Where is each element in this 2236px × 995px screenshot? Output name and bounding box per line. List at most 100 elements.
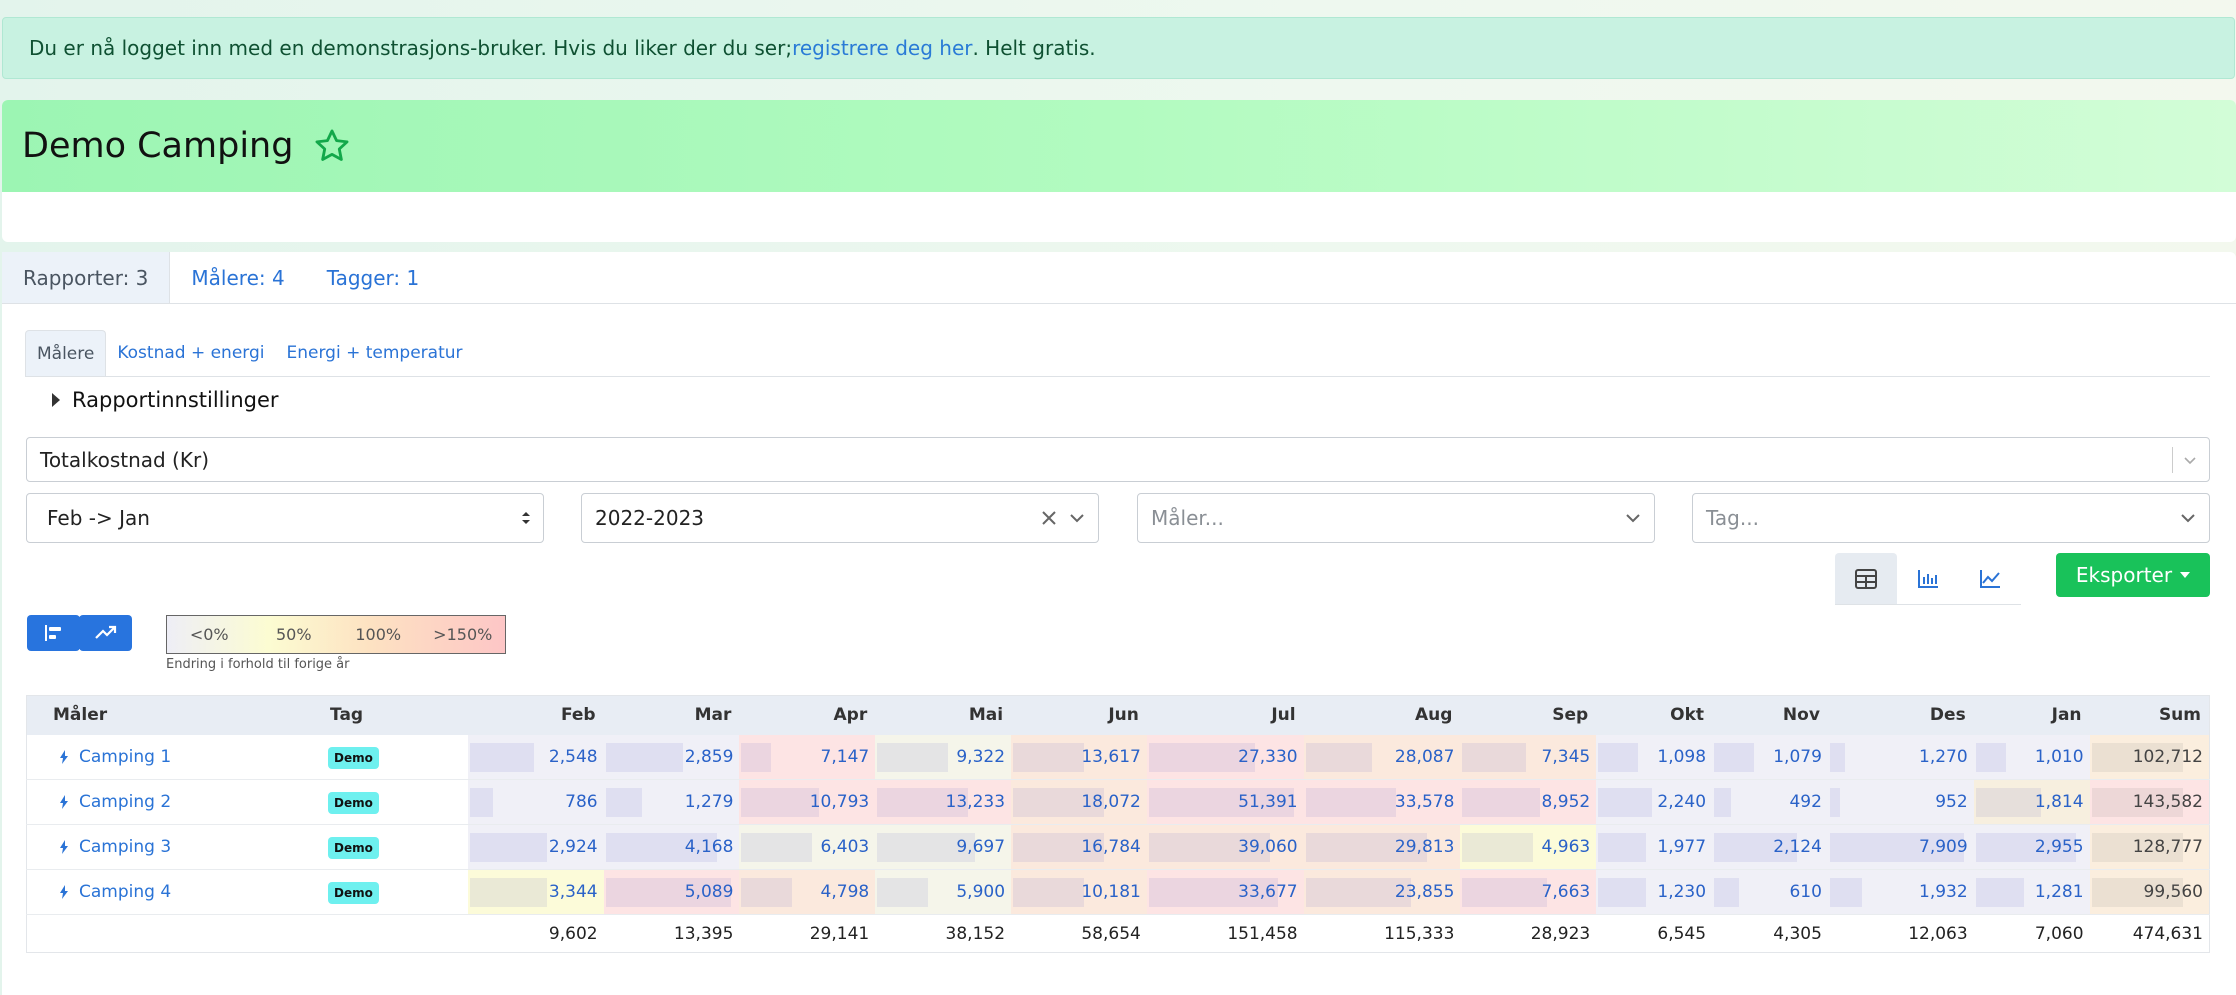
sort-bars-button[interactable] xyxy=(27,615,80,651)
month-value-cell[interactable]: 10,793 xyxy=(739,779,876,825)
month-value-cell[interactable]: 2,924 xyxy=(467,824,604,870)
month-value-cell[interactable]: 4,963 xyxy=(1460,824,1597,870)
month-value-cell[interactable]: 5,089 xyxy=(603,869,740,915)
month-value-cell[interactable]: 13,617 xyxy=(1011,734,1147,780)
metric-select[interactable]: Totalkostnad (Kr) xyxy=(26,437,2210,482)
star-icon[interactable] xyxy=(313,127,351,165)
tab-report-cost-energy[interactable]: Kostnad + energi xyxy=(117,343,265,363)
column-header[interactable]: Sep xyxy=(1460,695,1597,735)
tag-badge[interactable]: Demo xyxy=(328,882,379,904)
month-value-cell[interactable]: 7,909 xyxy=(1827,824,1974,870)
month-value-cell[interactable]: 4,798 xyxy=(739,869,876,915)
column-header[interactable]: Nov xyxy=(1712,695,1828,735)
meter-link[interactable]: Camping 1 xyxy=(59,747,316,767)
column-header[interactable]: Feb xyxy=(467,695,604,735)
month-value-cell[interactable]: 1,279 xyxy=(603,779,740,825)
meter-link[interactable]: Camping 4 xyxy=(59,882,316,902)
month-value-cell[interactable]: 9,697 xyxy=(875,824,1012,870)
month-value-cell[interactable]: 8,952 xyxy=(1460,779,1597,825)
month-value-cell[interactable]: 13,233 xyxy=(875,779,1012,825)
column-header[interactable]: Måler xyxy=(26,695,323,735)
tab-report-meters[interactable]: Målere xyxy=(25,330,107,376)
month-value-cell[interactable]: 3,344 xyxy=(467,869,604,915)
month-value-cell[interactable]: 9,322 xyxy=(875,734,1012,780)
month-value-cell[interactable]: 7,147 xyxy=(739,734,876,780)
column-header[interactable]: Aug xyxy=(1303,695,1461,735)
register-link[interactable]: registrere deg her xyxy=(792,36,973,60)
month-value-cell[interactable]: 1,079 xyxy=(1712,734,1828,780)
period-select[interactable]: Feb -> Jan xyxy=(26,493,544,543)
month-value-cell[interactable]: 1,814 xyxy=(1973,779,2090,825)
month-value-cell[interactable]: 2,955 xyxy=(1973,824,2090,870)
month-value-cell[interactable]: 6,403 xyxy=(739,824,876,870)
chevron-down-icon[interactable] xyxy=(1624,509,1642,527)
month-value-cell[interactable]: 2,124 xyxy=(1712,824,1828,870)
bar-chart-view-button[interactable] xyxy=(1897,553,1959,604)
value-bar xyxy=(1013,788,1105,817)
month-value-cell[interactable]: 10,181 xyxy=(1011,869,1147,915)
month-value-cell[interactable]: 7,345 xyxy=(1460,734,1597,780)
line-chart-view-button[interactable] xyxy=(1959,553,2021,604)
month-value-cell[interactable]: 952 xyxy=(1827,779,1974,825)
month-value-cell[interactable]: 33,578 xyxy=(1303,779,1461,825)
tab-meters[interactable]: Målere: 4 xyxy=(191,265,285,290)
table-view-button[interactable] xyxy=(1835,553,1897,604)
tab-tags[interactable]: Tagger: 1 xyxy=(326,265,420,290)
month-value-cell[interactable]: 29,813 xyxy=(1303,824,1461,870)
month-value-cell[interactable]: 1,932 xyxy=(1827,869,1974,915)
chevron-down-icon[interactable] xyxy=(1068,509,1086,527)
month-value-cell[interactable]: 5,900 xyxy=(875,869,1012,915)
column-header[interactable]: Mar xyxy=(603,695,740,735)
month-value-cell[interactable]: 1,230 xyxy=(1596,869,1713,915)
column-header[interactable]: Sum xyxy=(2089,695,2210,735)
column-header[interactable]: Apr xyxy=(739,695,876,735)
month-value-cell[interactable]: 2,240 xyxy=(1596,779,1713,825)
month-value-cell[interactable]: 27,330 xyxy=(1146,734,1304,780)
years-select[interactable]: 2022-2023 xyxy=(581,493,1099,543)
meter-link[interactable]: Camping 2 xyxy=(59,792,316,812)
tag-cell: Demo xyxy=(322,734,468,780)
month-value-cell[interactable]: 4,168 xyxy=(603,824,740,870)
meter-select[interactable]: Måler... xyxy=(1137,493,1655,543)
value-bar xyxy=(877,878,928,907)
month-value-cell[interactable]: 51,391 xyxy=(1146,779,1304,825)
tag-badge[interactable]: Demo xyxy=(328,746,379,769)
column-header[interactable]: Jul xyxy=(1146,695,1304,735)
tab-report-energy-temperature[interactable]: Energi + temperatur xyxy=(286,343,463,363)
trend-button[interactable] xyxy=(79,615,132,651)
chevron-down-icon[interactable] xyxy=(2179,509,2197,527)
column-header[interactable]: Des xyxy=(1827,695,1974,735)
column-header[interactable]: Jun xyxy=(1011,695,1147,735)
column-header[interactable]: Jan xyxy=(1973,695,2090,735)
month-value-cell[interactable]: 1,977 xyxy=(1596,824,1713,870)
column-header[interactable]: Okt xyxy=(1596,695,1713,735)
sum-bar xyxy=(2091,878,2184,907)
month-value-cell[interactable]: 1,010 xyxy=(1973,734,2090,780)
month-value-cell[interactable]: 7,663 xyxy=(1460,869,1597,915)
tag-badge[interactable]: Demo xyxy=(328,792,379,814)
tag-badge[interactable]: Demo xyxy=(328,837,379,859)
month-value-cell[interactable]: 16,784 xyxy=(1011,824,1147,870)
export-button[interactable]: Eksporter xyxy=(2056,553,2210,597)
month-value-cell[interactable]: 18,072 xyxy=(1011,779,1147,825)
tag-select[interactable]: Tag... xyxy=(1692,493,2210,543)
month-value-cell[interactable]: 2,859 xyxy=(603,734,740,780)
month-value-cell[interactable]: 1,281 xyxy=(1973,869,2090,915)
month-value-cell[interactable]: 610 xyxy=(1712,869,1828,915)
column-header[interactable]: Tag xyxy=(322,695,468,735)
bolt-icon xyxy=(60,749,68,764)
report-settings-toggle[interactable]: Rapportinnstillinger xyxy=(52,388,279,412)
month-value-cell[interactable]: 1,270 xyxy=(1827,734,1974,780)
month-value-cell[interactable]: 23,855 xyxy=(1303,869,1461,915)
month-value-cell[interactable]: 1,098 xyxy=(1596,734,1713,780)
month-value-cell[interactable]: 2,548 xyxy=(467,734,604,780)
meter-link[interactable]: Camping 3 xyxy=(59,837,316,857)
month-value-cell[interactable]: 492 xyxy=(1712,779,1828,825)
month-value-cell[interactable]: 786 xyxy=(467,779,604,825)
month-value-cell[interactable]: 33,677 xyxy=(1146,869,1304,915)
month-value-cell[interactable]: 39,060 xyxy=(1146,824,1304,870)
column-header[interactable]: Mai xyxy=(875,695,1012,735)
clear-icon[interactable] xyxy=(1040,509,1058,527)
tab-reports[interactable]: Rapporter: 3 xyxy=(2,252,171,303)
month-value-cell[interactable]: 28,087 xyxy=(1303,734,1461,780)
